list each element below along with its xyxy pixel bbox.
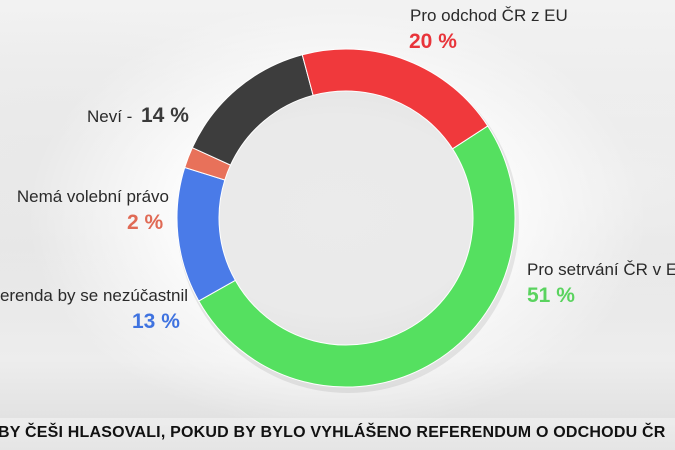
donut-shadow [177, 51, 519, 393]
donut-hole [219, 91, 473, 345]
donut-slice-0 [198, 125, 516, 388]
label-setrvani: Pro setrvání ČR v EU [527, 260, 675, 279]
label-nezucastnil: V případě referenda by se nezúčastnil [0, 286, 188, 305]
caption-bar: BY ČEŠI HLASOVALI, POKUD BY BYLO VYHLÁŠE… [0, 418, 675, 450]
donut-slice-4 [301, 48, 489, 150]
label-nevi: Neví - [87, 107, 133, 126]
label-odchod: Pro odchod ČR z EU [410, 6, 568, 25]
value-volebni: 2 % [127, 211, 164, 234]
caption-text: BY ČEŠI HLASOVALI, POKUD BY BYLO VYHLÁŠE… [0, 424, 666, 441]
label-volebni: Nemá volební právo [16, 187, 169, 206]
value-nezucastnil: 13 % [132, 310, 180, 333]
value-odchod: 20 % [409, 30, 457, 53]
value-nevi: 14 % [141, 104, 189, 127]
value-setrvani: 51 % [527, 284, 575, 307]
